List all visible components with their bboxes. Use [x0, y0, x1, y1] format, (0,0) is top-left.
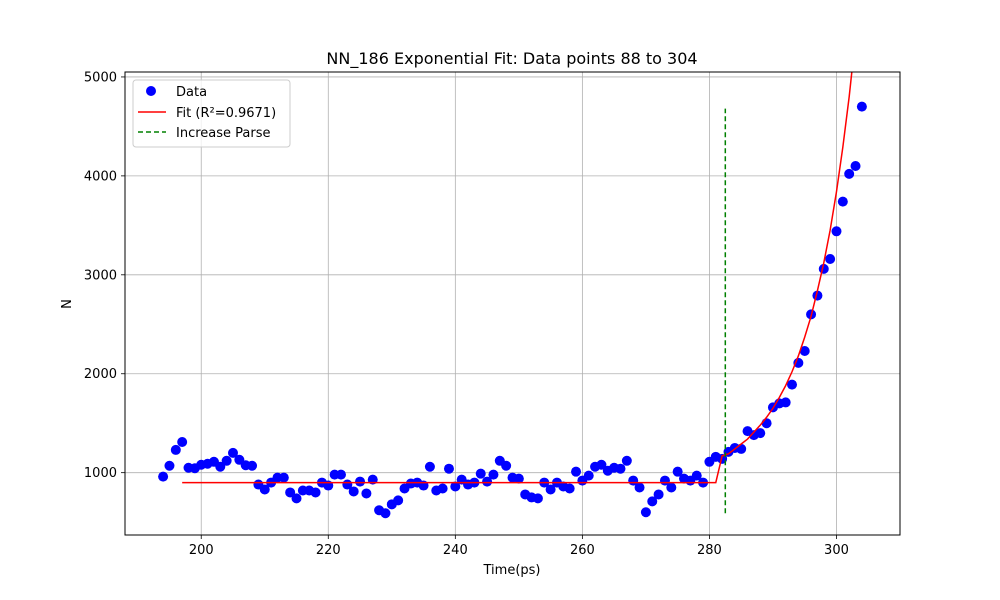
data-point: [691, 470, 702, 481]
data-point: [856, 101, 867, 112]
y-tick-label: 4000: [84, 169, 117, 184]
y-tick-label: 2000: [84, 367, 117, 382]
data-point: [564, 483, 575, 494]
x-axis-label: Time(ps): [483, 563, 541, 578]
legend-data-label: Data: [176, 85, 207, 100]
data-point: [278, 472, 289, 483]
data-point: [640, 507, 651, 518]
legend: Data Fit (R²=0.9671) Increase Parse: [132, 79, 291, 148]
data-point: [799, 345, 810, 356]
data-point: [787, 379, 798, 390]
data-point: [348, 486, 359, 497]
data-point: [532, 493, 543, 504]
data-point: [227, 447, 238, 458]
data-point: [247, 460, 258, 471]
data-point: [761, 418, 772, 429]
data-point: [310, 487, 321, 498]
x-tick-label: 300: [824, 543, 849, 558]
data-point: [666, 482, 677, 493]
data-point: [215, 461, 226, 472]
data-point: [177, 437, 188, 448]
data-point: [259, 484, 270, 495]
data-point: [653, 489, 664, 500]
legend-parse-label: Increase Parse: [176, 126, 271, 141]
data-point: [158, 471, 169, 482]
data-point: [647, 496, 658, 507]
data-point: [443, 463, 454, 474]
data-point: [634, 482, 645, 493]
data-point: [170, 444, 181, 455]
data-point: [513, 473, 524, 484]
data-point: [825, 253, 836, 264]
y-tick-label: 3000: [84, 268, 117, 283]
data-point: [291, 493, 302, 504]
data-point: [164, 460, 175, 471]
data-point: [755, 428, 766, 439]
x-tick-label: 280: [697, 543, 722, 558]
data-point: [672, 466, 683, 477]
y-tick-label: 1000: [84, 466, 117, 481]
x-tick-label: 200: [189, 543, 214, 558]
chart-title: NN_186 Exponential Fit: Data points 88 t…: [326, 49, 697, 69]
data-point: [475, 468, 486, 479]
data-point: [221, 455, 232, 466]
legend-box: [132, 79, 291, 148]
data-point: [437, 483, 448, 494]
data-point: [285, 487, 296, 498]
grid: [125, 72, 900, 535]
data-point: [571, 466, 582, 477]
data-point: [583, 470, 594, 481]
legend-fit-label: Fit (R²=0.9671): [176, 106, 276, 121]
data-point: [596, 459, 607, 470]
data-point: [780, 397, 791, 408]
data-point: [424, 461, 435, 472]
x-tick-label: 220: [316, 543, 341, 558]
data-point: [615, 463, 626, 474]
data-point: [380, 508, 391, 519]
y-axis-label: N: [60, 299, 75, 309]
axes-frame: [124, 71, 901, 536]
x-tick-label: 260: [570, 543, 595, 558]
data-point: [831, 226, 842, 237]
data-point: [844, 168, 855, 179]
data-point: [837, 196, 848, 207]
data-point: [545, 484, 556, 495]
data-point: [501, 460, 512, 471]
data-point: [850, 160, 861, 171]
legend-data-marker: [146, 86, 156, 96]
axis-ticks: 200 220 240 260 280 300 1000 2000 3000 4000 5000: [84, 70, 849, 558]
plot-area: [158, 72, 867, 519]
fit-line: [182, 72, 853, 484]
data-point: [355, 476, 366, 487]
data-point: [736, 443, 747, 454]
data-point: [450, 481, 461, 492]
data-point: [361, 488, 372, 499]
data-point: [488, 469, 499, 480]
x-tick-label: 240: [443, 543, 468, 558]
y-tick-label: 5000: [84, 70, 117, 85]
data-point: [393, 495, 404, 506]
data-point: [621, 455, 632, 466]
data-point: [335, 469, 346, 480]
data-point: [482, 476, 493, 487]
